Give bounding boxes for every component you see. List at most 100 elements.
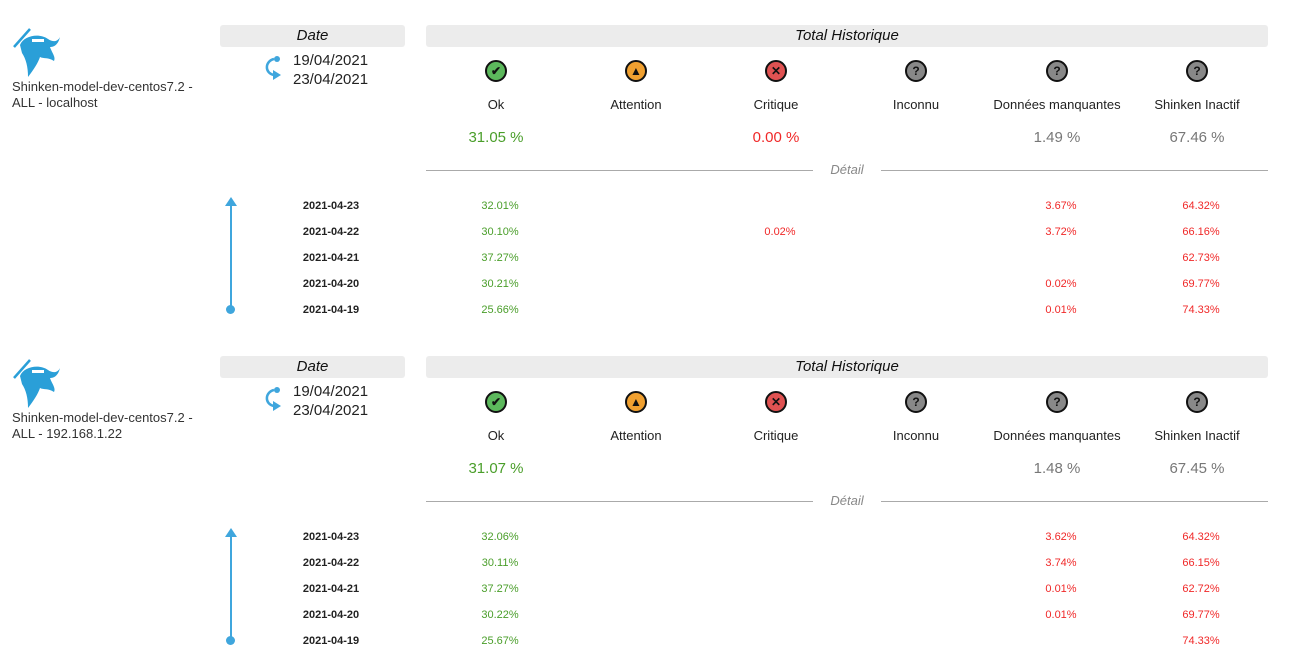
- detail-cell: 0.01%: [1045, 583, 1077, 595]
- warning-icon: ▲: [566, 60, 706, 82]
- detail-cell: 74.33%: [1182, 304, 1220, 316]
- date-from: 19/04/2021: [293, 52, 369, 69]
- detail-cell: 74.33%: [1182, 635, 1220, 647]
- ok-check-icon: ✔: [485, 60, 507, 82]
- column-label: Ok: [487, 428, 505, 443]
- date-header: Date: [220, 25, 405, 47]
- report-block: Shinken-model-dev-centos7.2 - ALL - loca…: [0, 25, 1290, 316]
- total-value: 1.49 %: [1033, 129, 1081, 146]
- unknown-question-icon: ?: [846, 60, 986, 82]
- ok-check-icon: ✔: [485, 391, 507, 413]
- divider: [426, 170, 813, 171]
- ok-check-icon: ✔: [426, 60, 566, 82]
- row-date: 2021-04-19: [302, 304, 360, 316]
- column-label: Shinken Inactif: [1154, 428, 1240, 443]
- unknown-question-icon: ?: [905, 391, 927, 413]
- detail-cell: 64.32%: [1182, 531, 1220, 543]
- column-label: Inconnu: [892, 97, 940, 112]
- timeline-line: [230, 534, 232, 640]
- detail-cell: 3.72%: [1045, 226, 1077, 238]
- total-header: Total Historique: [426, 25, 1268, 47]
- detail-cell: 0.01%: [1045, 304, 1077, 316]
- row-date: 2021-04-19: [302, 635, 360, 647]
- total-value: 67.45 %: [1169, 460, 1225, 477]
- critical-x-icon: ✕: [765, 60, 787, 82]
- detail-cell: 62.72%: [1182, 583, 1220, 595]
- detail-label: Détail: [830, 493, 864, 508]
- detail-cell: 3.74%: [1045, 557, 1077, 569]
- detail-cell: 62.73%: [1182, 252, 1220, 264]
- total-value: 0.00 %: [752, 129, 800, 146]
- detail-label: Détail: [830, 162, 864, 177]
- detail-cell: 32.06%: [481, 531, 519, 543]
- missing-data-question-icon: ?: [987, 60, 1127, 82]
- inactive-question-icon: ?: [1186, 391, 1208, 413]
- detail-cell: 0.02%: [764, 226, 796, 238]
- divider: [881, 170, 1268, 171]
- date-to: 23/04/2021: [293, 402, 369, 419]
- unknown-question-icon: ?: [905, 60, 927, 82]
- detail-cell: 66.16%: [1182, 226, 1220, 238]
- ok-check-icon: ✔: [426, 391, 566, 413]
- critical-x-icon: ✕: [706, 391, 846, 413]
- row-date: 2021-04-22: [302, 226, 360, 238]
- detail-cell: 3.67%: [1045, 200, 1077, 212]
- warning-icon: ▲: [625, 391, 647, 413]
- column-label: Attention: [610, 97, 662, 112]
- period-cycle-icon: [262, 55, 284, 90]
- timeline-arrow-icon: [225, 197, 237, 206]
- detail-cell: 0.02%: [1045, 278, 1077, 290]
- unknown-question-icon: ?: [846, 391, 986, 413]
- period-dates: 19/04/2021 23/04/2021: [293, 51, 368, 89]
- shinken-logo: [10, 27, 62, 77]
- row-date: 2021-04-20: [302, 609, 360, 621]
- divider: [426, 501, 813, 502]
- column-label: Critique: [753, 428, 799, 443]
- detail-cell: 25.67%: [481, 635, 519, 647]
- column-label: Shinken Inactif: [1154, 97, 1240, 112]
- divider: [881, 501, 1268, 502]
- total-value: 67.46 %: [1169, 129, 1225, 146]
- warning-icon: ▲: [625, 60, 647, 82]
- row-date: 2021-04-21: [302, 252, 360, 264]
- report-block: Shinken-model-dev-centos7.2 - ALL - 192.…: [0, 356, 1290, 647]
- column-label: Critique: [753, 97, 799, 112]
- total-value: 31.07 %: [468, 460, 524, 477]
- missing-data-question-icon: ?: [987, 391, 1127, 413]
- total-header: Total Historique: [426, 356, 1268, 378]
- missing-data-question-icon: ?: [1046, 391, 1068, 413]
- date-to: 23/04/2021: [293, 71, 369, 88]
- total-value: 1.48 %: [1033, 460, 1081, 477]
- warning-icon: ▲: [566, 391, 706, 413]
- inactive-question-icon: ?: [1127, 60, 1267, 82]
- timeline-dot: [226, 305, 235, 314]
- inactive-question-icon: ?: [1127, 391, 1267, 413]
- total-value: 31.05 %: [468, 129, 524, 146]
- row-date: 2021-04-20: [302, 278, 360, 290]
- detail-cell: 0.01%: [1045, 609, 1077, 621]
- column-label: Données manquantes: [993, 97, 1121, 112]
- column-label: Données manquantes: [993, 428, 1121, 443]
- date-header: Date: [220, 356, 405, 378]
- critical-x-icon: ✕: [706, 60, 846, 82]
- timeline-dot: [226, 636, 235, 645]
- detail-cell: 69.77%: [1182, 278, 1220, 290]
- critical-x-icon: ✕: [765, 391, 787, 413]
- row-date: 2021-04-21: [302, 583, 360, 595]
- row-date: 2021-04-23: [302, 531, 360, 543]
- row-date: 2021-04-23: [302, 200, 360, 212]
- timeline-line: [230, 203, 232, 309]
- period-cycle-icon: [262, 386, 284, 421]
- timeline-arrow-icon: [225, 528, 237, 537]
- missing-data-question-icon: ?: [1046, 60, 1068, 82]
- host-name: Shinken-model-dev-centos7.2 - ALL - loca…: [12, 79, 193, 110]
- row-date: 2021-04-22: [302, 557, 360, 569]
- column-label: Attention: [610, 428, 662, 443]
- detail-cell: 69.77%: [1182, 609, 1220, 621]
- column-label: Ok: [487, 97, 505, 112]
- detail-cell: 30.21%: [481, 278, 519, 290]
- detail-cell: 30.11%: [481, 557, 519, 569]
- detail-cell: 25.66%: [481, 304, 519, 316]
- inactive-question-icon: ?: [1186, 60, 1208, 82]
